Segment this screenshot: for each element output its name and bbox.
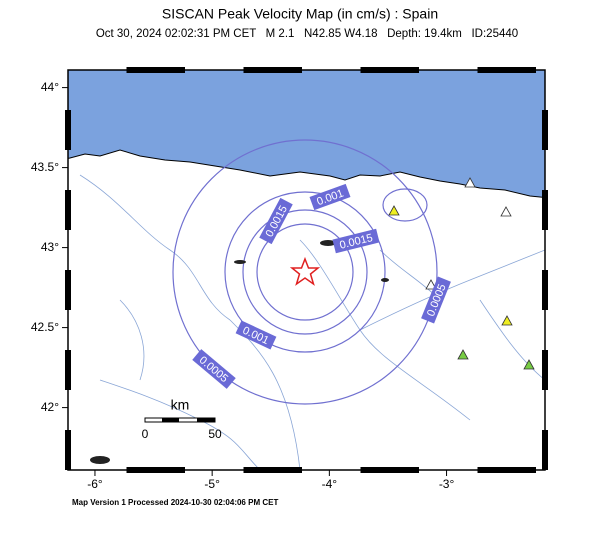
map-subtitle: Oct 30, 2024 02:02:31 PM CET M 2.1 N42.8… <box>96 28 518 40</box>
frame-bar <box>65 350 71 390</box>
map-title: SISCAN Peak Velocity Map (in cm/s) : Spa… <box>162 6 438 22</box>
x-tick-label: -3° <box>439 477 455 491</box>
frame-bar <box>65 110 71 150</box>
frame-bar <box>542 190 548 230</box>
contour-label-box <box>309 183 351 211</box>
x-tick-label: -5° <box>204 477 220 491</box>
scale-bar: km 0 50 <box>142 397 222 441</box>
contour-label-box <box>235 320 277 350</box>
ocean <box>68 70 545 199</box>
frame-bar <box>65 430 71 470</box>
frame-bar <box>360 67 419 73</box>
y-tick-label: 42.5° <box>31 320 59 334</box>
frame-bar <box>65 270 71 310</box>
frame-bar <box>243 67 302 73</box>
frame-bars <box>65 67 548 473</box>
frame-bar <box>477 67 536 73</box>
scale-tick: 50 <box>208 427 222 441</box>
frame-bar <box>542 110 548 150</box>
scale-title: km <box>171 397 190 413</box>
contour-label-box <box>192 349 236 389</box>
stations <box>388 177 535 370</box>
footer: Map Version 1 Processed 2024-10-30 02:04… <box>72 498 278 507</box>
x-tick-label: -6° <box>87 477 103 491</box>
contour-label-box <box>332 228 380 254</box>
y-tick-label: 42° <box>41 400 59 414</box>
map-area <box>68 70 545 470</box>
contour-label-box <box>421 276 451 324</box>
frame-bar <box>360 467 419 473</box>
frame-bar <box>542 350 548 390</box>
contours <box>172 139 438 405</box>
contour-label-box <box>259 197 293 245</box>
frame-bar <box>126 467 185 473</box>
y-tick-label: 44° <box>41 80 59 94</box>
scale-tick: 0 <box>142 427 149 441</box>
frame-bar <box>477 467 536 473</box>
y-tick-label: 43.5° <box>31 160 59 174</box>
frame-bar <box>542 430 548 470</box>
frame-bar <box>65 190 71 230</box>
lakes <box>90 240 389 464</box>
y-tick-label: 43° <box>41 240 59 254</box>
frame-bar <box>542 270 548 310</box>
frame-bar <box>243 467 302 473</box>
epicenter <box>289 256 321 286</box>
frame-bar <box>126 67 185 73</box>
x-tick-label: -4° <box>322 477 338 491</box>
